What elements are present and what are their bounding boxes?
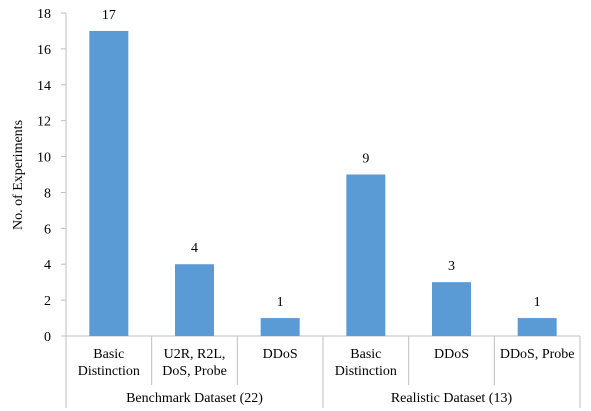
y-tick-label: 8 [44,186,51,201]
y-tick-label: 4 [44,258,51,273]
x-axis-categories: Basic Distinction U2R, R2L, DoS, Probe DDoS B… [65,336,581,408]
x-category-label: DDoS [263,347,298,362]
y-tick-label: 12 [37,115,51,130]
y-axis-ticks: 0 2 4 6 8 10 12 14 16 18 [37,7,66,345]
y-tick-label: 14 [37,79,51,94]
bar-value-label: 1 [534,295,541,310]
y-tick-label: 16 [37,43,51,58]
x-group-label: Benchmark Dataset (22) [126,391,263,406]
bar [517,318,557,336]
x-category-label: DDoS, Probe [500,347,575,362]
x-category-label: U2R, R2L, DoS, Probe [162,347,227,379]
x-group-label: Realistic Dataset (13) [391,391,513,406]
bars [89,30,557,336]
x-category-label: Basic Distinction [335,347,397,379]
y-tick-label: 10 [37,151,51,166]
bar-value-label: 3 [448,259,455,274]
bar-value-label: 17 [102,8,116,23]
y-tick-label: 0 [44,330,51,345]
y-tick-label: 18 [37,7,51,22]
y-tick-label: 6 [44,222,51,237]
x-axis-groups: Benchmark Dataset (22) Realistic Dataset … [126,391,512,406]
y-axis-label: No. of Experiments [11,120,26,230]
bar-value-label: 9 [362,152,369,167]
bar [175,264,214,336]
x-category-label: Basic Distinction [78,347,140,379]
y-tick-label: 2 [44,294,51,309]
bar [346,174,386,336]
bar [260,318,300,336]
data-labels: 17 4 1 9 3 1 [102,8,541,310]
bar [89,30,129,336]
bar-value-label: 4 [191,241,198,256]
bar [432,282,471,336]
x-category-label: DDoS [434,347,469,362]
bar-value-label: 1 [277,295,284,310]
